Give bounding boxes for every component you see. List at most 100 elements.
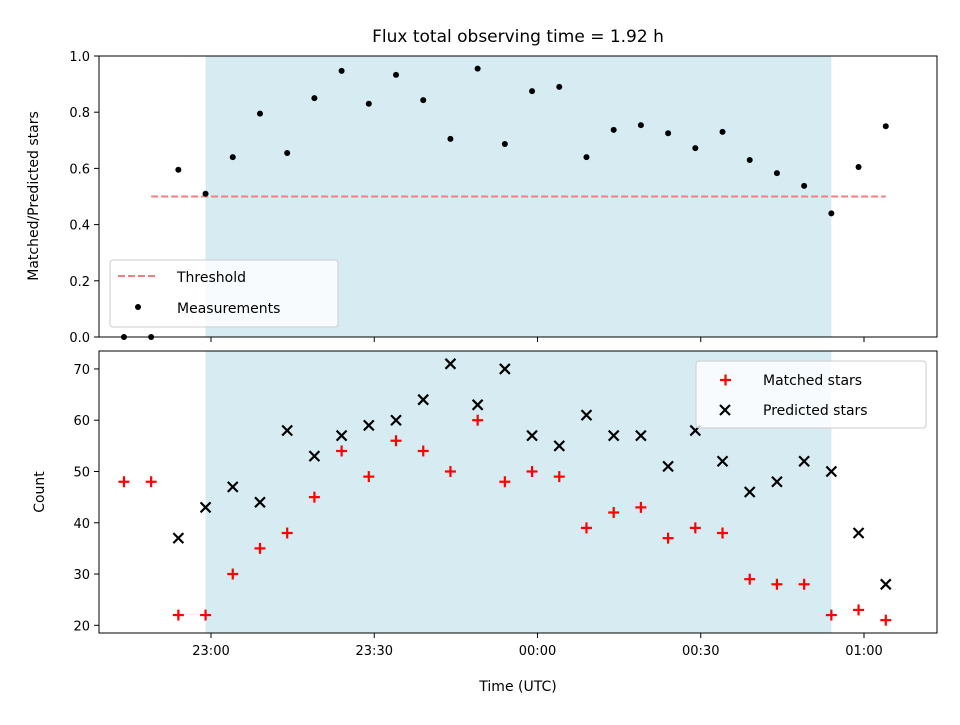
matched-star-point [444, 465, 456, 477]
matched-star-point [608, 507, 620, 519]
matched-star-point [798, 578, 810, 590]
matched-star-point [145, 476, 157, 488]
measurement-point [501, 140, 508, 147]
matched-star-point [172, 609, 184, 621]
measurement-point [529, 88, 536, 95]
matched-star-point [281, 527, 293, 539]
bottom-frame [98, 350, 938, 634]
top-legend: Threshold Measurements [109, 259, 339, 328]
predicted-star-point [825, 465, 838, 478]
measurement-point [284, 149, 291, 156]
measurement-point [583, 154, 590, 161]
legend-threshold-label: Threshold [176, 270, 246, 286]
measurement-point [828, 210, 835, 217]
bottom-y-axis-label: Count [32, 471, 48, 513]
y-tick-label: 0.2 [69, 275, 90, 290]
measurement-point [393, 71, 400, 78]
predicted-star-point [417, 393, 430, 406]
predicted-star-point [199, 501, 212, 514]
y-tick-label: 1.0 [69, 50, 90, 65]
matched-star-point [363, 471, 375, 483]
measurement-point [447, 135, 454, 142]
y-tick-label: 60 [73, 414, 90, 429]
matched-star-point [717, 527, 729, 539]
measurement-point [746, 156, 753, 163]
measurement-point [882, 123, 889, 130]
predicted-star-point [716, 455, 729, 468]
y-tick-label: 0.6 [69, 162, 90, 177]
matched-star-point [662, 532, 674, 544]
predicted-star-point [771, 475, 783, 488]
matched-star-point [254, 542, 266, 554]
predicted-star-point [226, 481, 239, 493]
x-axis-label: Time (UTC) [478, 679, 556, 695]
matched-star-point [771, 578, 783, 590]
measurement-point [338, 67, 345, 74]
measurement-point [474, 65, 481, 72]
matched-star-point [689, 522, 701, 534]
matched-star-point [118, 476, 130, 488]
x-tick-label: 23:30 [356, 644, 393, 659]
y-tick-label: 70 [73, 363, 90, 378]
measurement-point [365, 100, 372, 107]
measurement-point [855, 163, 862, 170]
measurement-point [175, 166, 182, 173]
predicted-star-point [798, 455, 810, 468]
measurement-point [801, 182, 808, 189]
matched-star-point [336, 445, 348, 457]
x-tick-label: 00:00 [519, 644, 556, 659]
legend-matched-label: Matched stars [763, 373, 862, 389]
predicted-star-point [526, 429, 538, 442]
matched-star-point [744, 573, 756, 585]
legend-measurements-swatch [135, 304, 141, 310]
predicted-star-point [607, 429, 620, 442]
y-tick-label: 0.8 [69, 106, 90, 121]
top-frame [98, 55, 938, 338]
predicted-star-point [743, 486, 756, 498]
predicted-star-point [852, 527, 865, 539]
x-tick-label: 23:00 [192, 644, 229, 659]
x-tick-label: 00:30 [682, 644, 719, 659]
predicted-star-point [335, 429, 348, 442]
predicted-star-point [308, 450, 321, 462]
matched-star-point [390, 435, 402, 447]
predicted-star-point [553, 440, 566, 452]
matched-star-point [526, 465, 538, 477]
matched-star-point [635, 501, 647, 513]
measurement-point [692, 145, 699, 152]
top-panel: 0.0 0.2 0.4 0.6 0.8 1.0 Threshold Measurements [69, 50, 938, 346]
measurement-point [420, 97, 427, 104]
predicted-star-point [254, 496, 266, 509]
measurement-point [202, 190, 209, 197]
predicted-star-point [281, 424, 293, 437]
predicted-star-point [471, 399, 484, 411]
predicted-star-point [390, 414, 402, 426]
bottom-panel: 23:00 23:30 00:00 00:30 01:00 20 30 40 50 60 70 Mat… [73, 350, 938, 659]
matched-star-point [472, 414, 484, 426]
y-tick-label: 30 [73, 568, 90, 583]
measurement-point [556, 83, 563, 90]
top-y-axis-label: Matched/Predicted stars [26, 111, 42, 281]
predicted-star-point [879, 578, 892, 591]
y-tick-label: 40 [73, 517, 90, 532]
measurement-point [773, 170, 780, 177]
legend-measurements-label: Measurements [177, 301, 280, 317]
measurement-point [665, 130, 672, 137]
legend-predicted-label: Predicted stars [763, 403, 868, 419]
predicted-star-point [444, 358, 457, 370]
matched-star-point [499, 476, 511, 488]
chart-title: Flux total observing time = 1.92 h [372, 27, 664, 47]
legend-predicted-swatch [719, 404, 731, 416]
matched-star-point [417, 445, 429, 457]
predicted-star-point [580, 409, 593, 421]
predicted-star-point [363, 419, 375, 432]
matched-star-point [308, 491, 320, 503]
predicted-star-point [662, 460, 674, 473]
bottom-legend-box [695, 360, 927, 429]
measurement-point [719, 128, 726, 135]
y-tick-label: 50 [73, 465, 90, 480]
x-tick-label: 01:00 [845, 644, 882, 659]
predicted-star-point [635, 429, 647, 442]
matched-star-point [553, 471, 565, 483]
